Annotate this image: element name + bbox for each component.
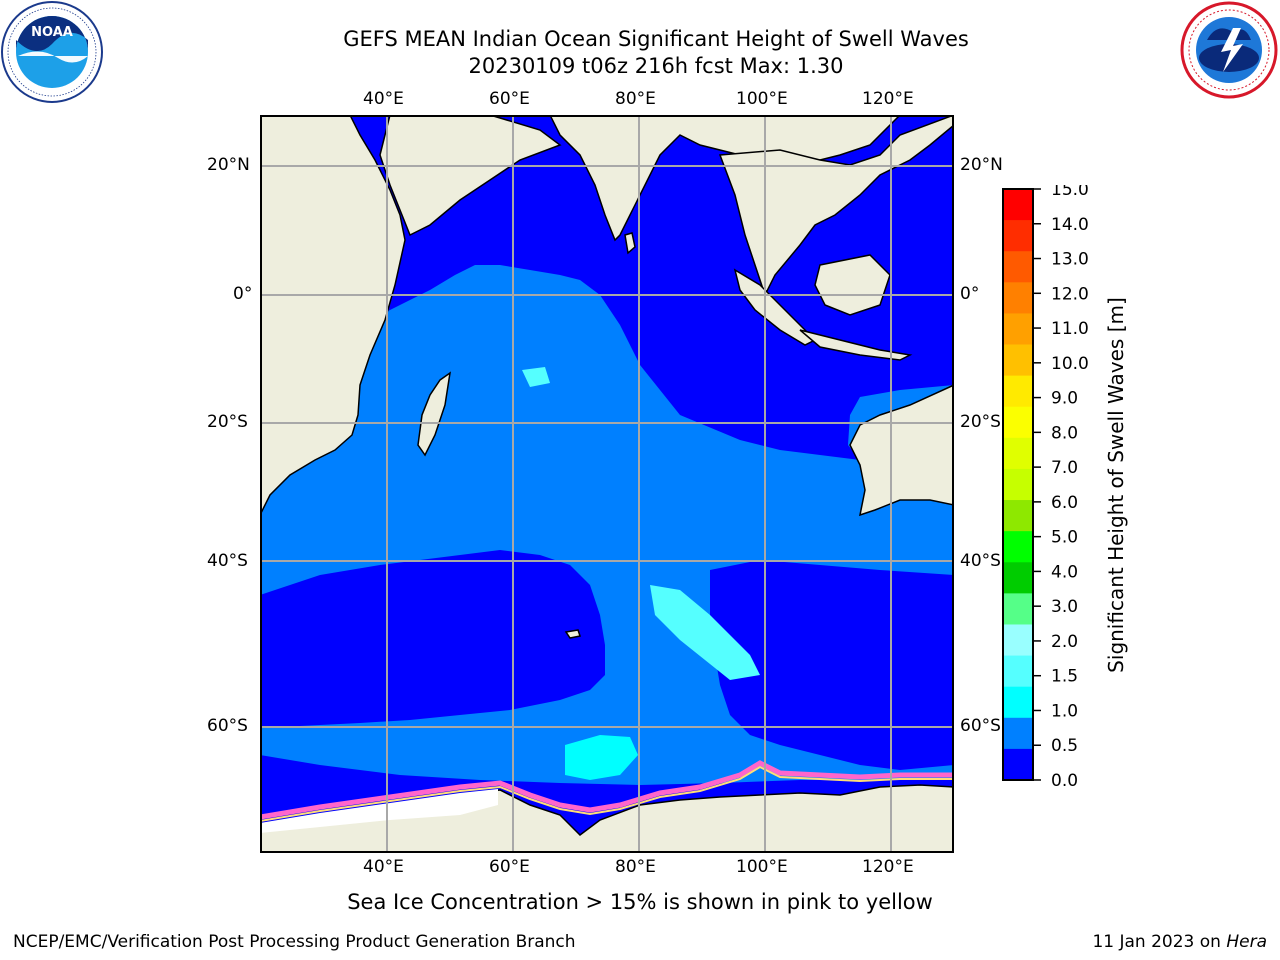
lon-label-bottom-40e: 40°E xyxy=(363,857,404,877)
colorbar-tick-label: 7.0 xyxy=(1051,458,1078,478)
lat-label-left-40s: 40°S xyxy=(207,551,248,571)
land-masses xyxy=(260,115,954,853)
land-africa xyxy=(260,115,406,516)
ocean-low-swell-southeast xyxy=(710,560,954,770)
colorbar-bin xyxy=(1003,624,1033,657)
nws-logo xyxy=(1180,1,1278,99)
colorbar-bin xyxy=(1003,500,1033,532)
lat-label-right-0: 0° xyxy=(960,284,980,304)
colorbar-tick-label: 11.0 xyxy=(1051,319,1089,339)
lon-label-bottom-100e: 100°E xyxy=(736,857,788,877)
lon-label-top-60e: 60°E xyxy=(489,89,530,109)
footer-date: 11 Jan 2023 on Hera xyxy=(1092,932,1267,952)
land-australia xyxy=(849,384,954,517)
map-title: GEFS MEAN Indian Ocean Significant Heigh… xyxy=(343,27,969,51)
colorbar-bin xyxy=(1003,468,1033,501)
colorbar-bin xyxy=(1003,717,1033,750)
colorbar-bin xyxy=(1003,313,1033,346)
colorbar-bin xyxy=(1003,562,1033,594)
colorbar-bin xyxy=(1003,220,1033,252)
colorbar-bin xyxy=(1003,406,1033,439)
colorbar-tick-label: 1.0 xyxy=(1051,701,1078,721)
land-borneo xyxy=(814,254,891,316)
lat-label-left-20s: 20°S xyxy=(207,412,248,432)
graticule xyxy=(260,115,954,853)
land-java xyxy=(799,329,913,361)
footer-machine: Hera xyxy=(1226,932,1267,952)
lon-label-top-80e: 80°E xyxy=(615,89,656,109)
map-subtitle: 20230109 t06z 216h fcst Max: 1.30 xyxy=(468,54,844,78)
colorbar-tick-label: 6.0 xyxy=(1051,493,1078,513)
land-arabia xyxy=(379,115,562,237)
colorbar-bin xyxy=(1003,655,1033,688)
land-sri-lanka xyxy=(624,232,636,255)
lat-label-right-20n: 20°N xyxy=(960,155,1003,175)
colorbar-tick-label: 15.0 xyxy=(1051,185,1089,200)
lat-label-left-0: 0° xyxy=(233,284,253,304)
colorbar: 15.0 14.0 13.0 12.0 11.0 10.0 9.0 8.0 7.0 6.0 5.0 4… xyxy=(1002,185,1089,790)
colorbar-bin xyxy=(1003,686,1033,719)
lon-label-top-100e: 100°E xyxy=(736,89,788,109)
land-india xyxy=(549,115,902,242)
ocean-low-swell-south xyxy=(260,550,605,727)
colorbar-tick-label: 3.0 xyxy=(1051,597,1078,617)
colorbar-label: Significant Height of Swell Waves [m] xyxy=(1104,297,1128,673)
colorbar-bin xyxy=(1003,344,1033,377)
colorbar-bin xyxy=(1003,531,1033,563)
lat-label-right-40s: 40°S xyxy=(960,551,1001,571)
lat-label-left-60s: 60°S xyxy=(207,716,248,736)
land-kerguelen xyxy=(564,629,581,639)
colorbar-bin xyxy=(1003,251,1033,283)
colorbar-tick-label: 8.0 xyxy=(1051,423,1078,443)
colorbar-bin xyxy=(1003,748,1033,781)
colorbar-bin xyxy=(1003,282,1033,314)
land-madagascar xyxy=(417,371,452,457)
noaa-logo: NOAA xyxy=(1,1,103,103)
sea-ice-white xyxy=(260,789,498,833)
lat-label-left-20n: 20°N xyxy=(207,155,250,175)
colorbar-tick-label: 0.0 xyxy=(1051,771,1078,790)
colorbar-tick-label: 1.5 xyxy=(1051,667,1078,687)
swell-patch-south-central xyxy=(565,735,638,780)
colorbar-tick-label: 9.0 xyxy=(1051,389,1078,409)
lon-label-top-40e: 40°E xyxy=(363,89,404,109)
colorbar-tick-label: 4.0 xyxy=(1051,562,1078,582)
noaa-logo-text: NOAA xyxy=(31,25,73,40)
lon-label-bottom-80e: 80°E xyxy=(615,857,656,877)
lat-label-right-60s: 60°S xyxy=(960,716,1001,736)
footer-date-text: 11 Jan 2023 on xyxy=(1092,932,1227,952)
swell-patch-kerguelen-east xyxy=(650,585,760,680)
colorbar-tick-label: 12.0 xyxy=(1051,284,1089,304)
footer-credit: NCEP/EMC/Verification Post Processing Pr… xyxy=(13,932,576,952)
colorbar-tick-label: 5.0 xyxy=(1051,528,1078,548)
colorbar-tick-label: 10.0 xyxy=(1051,354,1089,374)
colorbar-tick-label: 0.5 xyxy=(1051,736,1078,756)
swell-patch-central xyxy=(522,367,550,387)
colorbar-bin xyxy=(1003,189,1033,221)
colorbar-tick-label: 2.0 xyxy=(1051,632,1078,652)
colorbar-bin xyxy=(1003,437,1033,470)
colorbar-bin xyxy=(1003,593,1033,625)
lat-label-right-20s: 20°S xyxy=(960,412,1001,432)
sea-ice-caption: Sea Ice Concentration > 15% is shown in … xyxy=(347,890,933,914)
lon-label-bottom-60e: 60°E xyxy=(489,857,530,877)
colorbar-tick-label: 14.0 xyxy=(1051,215,1089,235)
colorbar-tick-label: 13.0 xyxy=(1051,250,1089,270)
colorbar-bin xyxy=(1003,375,1033,408)
map-frame xyxy=(260,115,954,853)
lon-label-bottom-120e: 120°E xyxy=(862,857,914,877)
lon-label-top-120e: 120°E xyxy=(862,89,914,109)
land-southeast-asia xyxy=(718,115,954,297)
swell-height-map xyxy=(260,115,954,853)
